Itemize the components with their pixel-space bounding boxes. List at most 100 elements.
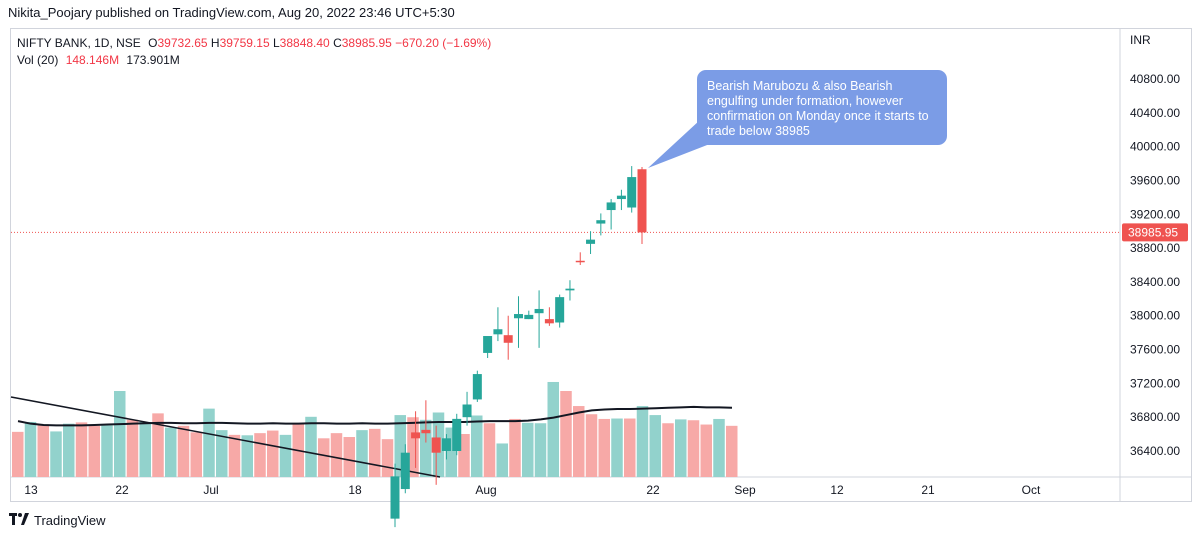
- volume-bar: [483, 423, 496, 477]
- volume-bar: [203, 408, 215, 477]
- volume-bar: [343, 437, 355, 477]
- candle-body: [493, 329, 503, 335]
- volume-bar: [394, 415, 406, 477]
- legend-low-label: L: [272, 36, 280, 50]
- candle-body: [534, 308, 544, 314]
- y-tick-label: 39200.00: [1130, 207, 1180, 221]
- volume-bar: [305, 416, 317, 477]
- candle-body: [575, 260, 585, 263]
- volume-bar: [177, 425, 190, 477]
- volume-bar: [560, 391, 572, 477]
- annotation-text: Bearish Marubozu & also Bearish engulfin…: [707, 79, 929, 138]
- volume-bar: [165, 427, 177, 477]
- volume-bar: [534, 423, 547, 477]
- legend-vol-value: 148.146M: [65, 53, 120, 67]
- volume-bar: [700, 424, 712, 477]
- volume-bar: [152, 413, 164, 477]
- legend-low: 38848.40: [279, 36, 330, 50]
- y-tick-label: 37200.00: [1130, 376, 1180, 390]
- volume-bar: [228, 434, 241, 477]
- y-tick-label: 38400.00: [1130, 275, 1180, 289]
- candle-body: [452, 418, 462, 451]
- candle-body: [606, 202, 616, 211]
- candle-body: [514, 314, 523, 319]
- legend-change: −670.20 (−1.69%): [395, 36, 492, 50]
- footer-brand[interactable]: TradingView: [9, 513, 106, 528]
- volume-bar: [649, 415, 661, 477]
- candle-body: [586, 239, 596, 244]
- volume-bar: [114, 391, 126, 477]
- candle-body: [555, 297, 565, 323]
- annotation-callout[interactable]: Bearish Marubozu & also Bearish engulfin…: [697, 70, 947, 145]
- legend-high-label: H: [210, 36, 220, 50]
- volume-bar: [24, 421, 37, 477]
- candle-body: [421, 429, 431, 434]
- candle-body: [524, 314, 534, 320]
- volume-ma-line: [17, 405, 733, 427]
- footer-brand-text: TradingView: [34, 513, 106, 528]
- chart-frame: [10, 28, 1192, 502]
- x-tick-label: Sep: [734, 483, 756, 497]
- volume-bar: [675, 419, 687, 477]
- volume-bar: [624, 418, 636, 477]
- volume-bar: [713, 418, 725, 477]
- volume-bar: [726, 425, 738, 477]
- y-tick-label: 38000.00: [1130, 309, 1180, 323]
- candle-body: [637, 169, 647, 233]
- legend-symbol: NIFTY BANK, 1D, NSE: [17, 36, 141, 50]
- volume-bar: [369, 428, 381, 477]
- ohlc-legend: NIFTY BANK, 1D, NSE O39732.65 H39759.15 …: [17, 36, 491, 50]
- volume-bar: [126, 419, 139, 477]
- candle-body: [565, 288, 575, 291]
- y-tick-label: 40400.00: [1130, 106, 1180, 120]
- volume-bar: [407, 417, 419, 477]
- candle-body: [503, 335, 513, 343]
- volume-bar: [279, 434, 292, 477]
- x-tick-label: Oct: [1022, 483, 1041, 497]
- volume-bar: [585, 414, 598, 477]
- volume-bar: [318, 438, 330, 477]
- volume-bar: [496, 443, 508, 477]
- volume-bar: [101, 425, 113, 477]
- y-tick-label: 36400.00: [1130, 444, 1180, 458]
- volume-bar: [63, 423, 75, 477]
- volume-bar: [458, 434, 470, 477]
- volume-bar: [445, 427, 457, 477]
- volume-bar: [598, 418, 610, 477]
- volume-legend: Vol (20) 148.146M 173.901M: [17, 53, 180, 67]
- volume-bar: [662, 423, 674, 477]
- candle-body: [544, 319, 554, 324]
- volume-bar: [190, 432, 202, 477]
- candle-body: [400, 452, 410, 490]
- x-tick-label: Jul: [203, 483, 218, 497]
- legend-high: 39759.15: [219, 36, 270, 50]
- volume-bar: [37, 424, 49, 477]
- trendline: [10, 396, 441, 478]
- publish-line: Nikita_Poojary published on TradingView.…: [8, 5, 455, 20]
- volume-bar: [139, 421, 151, 477]
- y-tick-label: 37600.00: [1130, 343, 1180, 357]
- legend-open-label: O: [148, 36, 158, 50]
- volume-bar: [636, 406, 649, 477]
- volume-bar: [611, 418, 623, 477]
- candle-body: [431, 437, 441, 453]
- legend-vol-label: Vol (20): [17, 53, 59, 67]
- volume-bar: [573, 406, 585, 477]
- candle-body: [441, 438, 451, 451]
- y-tick-label: 39600.00: [1130, 173, 1180, 187]
- volume-bar: [687, 420, 700, 477]
- volume-bar: [381, 439, 394, 477]
- volume-bar: [330, 433, 343, 477]
- x-tick-label: 21: [921, 483, 935, 497]
- volume-bar: [471, 415, 483, 477]
- x-tick-label: 12: [830, 483, 844, 497]
- candle-body: [627, 177, 637, 208]
- x-tick-label: Aug: [475, 483, 496, 497]
- candle-body: [483, 336, 493, 353]
- volume-bar: [88, 425, 100, 477]
- candle-body: [411, 432, 421, 439]
- x-tick-label: 22: [115, 483, 129, 497]
- x-tick-label: 18: [348, 483, 362, 497]
- legend-close-label: C: [333, 36, 342, 50]
